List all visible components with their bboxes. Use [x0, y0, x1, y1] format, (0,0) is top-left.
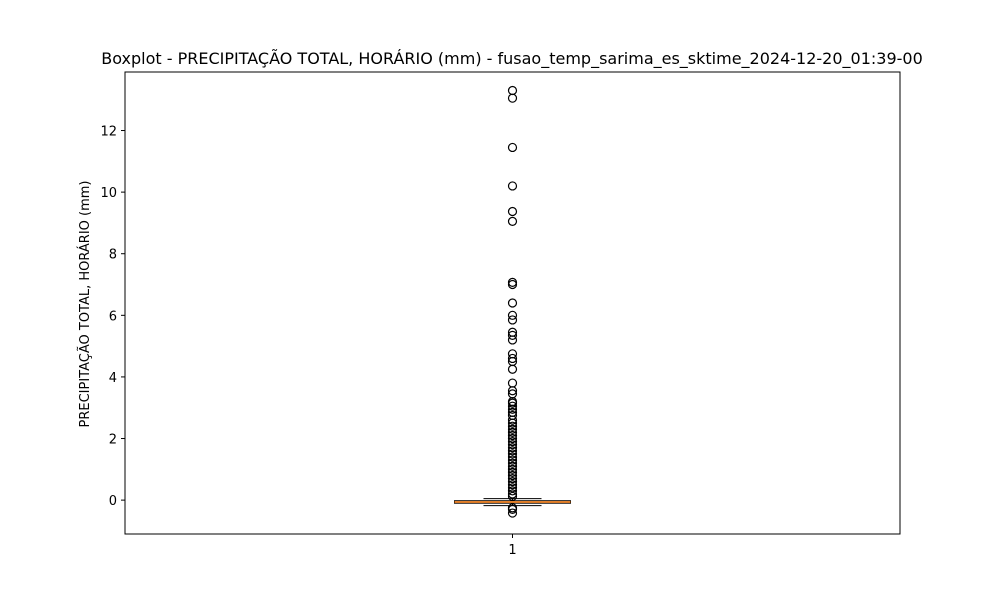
outlier-point: [507, 461, 518, 471]
outlier-point: [507, 504, 518, 514]
outlier-point: [507, 330, 518, 340]
outlier-point: [507, 452, 518, 462]
outlier-point: [507, 430, 518, 441]
plot-area: 0 2 4 6 8 10 12 1: [100, 85, 571, 558]
outlier-point: [507, 437, 518, 447]
y-tick-label: 6: [109, 309, 117, 324]
outlier-point: [507, 349, 518, 359]
x-tick-label: 1: [508, 543, 516, 558]
outlier-point: [507, 473, 518, 484]
y-tick-label: 2: [109, 433, 117, 448]
outlier-point: [507, 386, 518, 396]
axes-frame: [124, 71, 901, 535]
outlier-point: [507, 142, 518, 153]
outlier-point: [507, 335, 518, 345]
outlier-point: [507, 483, 518, 493]
y-tick-label: 8: [109, 248, 117, 263]
outlier-point: [507, 477, 518, 487]
outlier-point: [507, 298, 518, 308]
outlier-point: [507, 433, 518, 444]
y-tick-label: 10: [100, 186, 117, 201]
outlier-point: [507, 216, 518, 226]
outlier-point: [507, 85, 518, 96]
outlier-point: [507, 440, 518, 450]
outlier-point: [507, 415, 518, 425]
outlier-point: [507, 467, 518, 477]
y-tick-label: 4: [109, 371, 117, 386]
outlier-point: [507, 424, 518, 434]
outlier-point: [507, 353, 518, 364]
y-tick-label: 0: [109, 494, 117, 509]
y-axis-label: PRECIPITAÇÃO TOTAL, HORÁRIO (mm): [77, 181, 93, 428]
outlier-point: [507, 427, 518, 437]
outlier-point: [507, 398, 518, 408]
outlier-point: [507, 364, 518, 374]
outlier-point: [507, 491, 518, 502]
outlier-point: [507, 470, 518, 481]
outlier-point: [507, 401, 518, 411]
outlier-point: [507, 206, 518, 217]
outlier-point: [507, 443, 518, 453]
outlier-point: [507, 464, 518, 474]
outlier-point: [507, 455, 518, 465]
outlier-point: [507, 449, 518, 459]
outlier-point: [507, 421, 518, 431]
y-tick-label: 12: [100, 125, 117, 140]
outlier-point: [507, 378, 518, 388]
outlier-point: [507, 458, 518, 468]
outlier-point: [507, 418, 518, 428]
outlier-point: [507, 93, 518, 103]
outlier-point: [507, 310, 518, 320]
outlier-point: [507, 404, 518, 414]
outlier-point: [507, 315, 518, 325]
outlier-point: [507, 446, 518, 456]
chart-title: Boxplot - PRECIPITAÇÃO TOTAL, HORÁRIO (m…: [101, 49, 923, 69]
outlier-point: [507, 508, 518, 518]
outlier-point: [507, 486, 518, 496]
outlier-point: [507, 480, 518, 490]
outlier-point: [507, 279, 518, 290]
outlier-point: [507, 489, 518, 499]
outlier-point: [507, 181, 518, 191]
